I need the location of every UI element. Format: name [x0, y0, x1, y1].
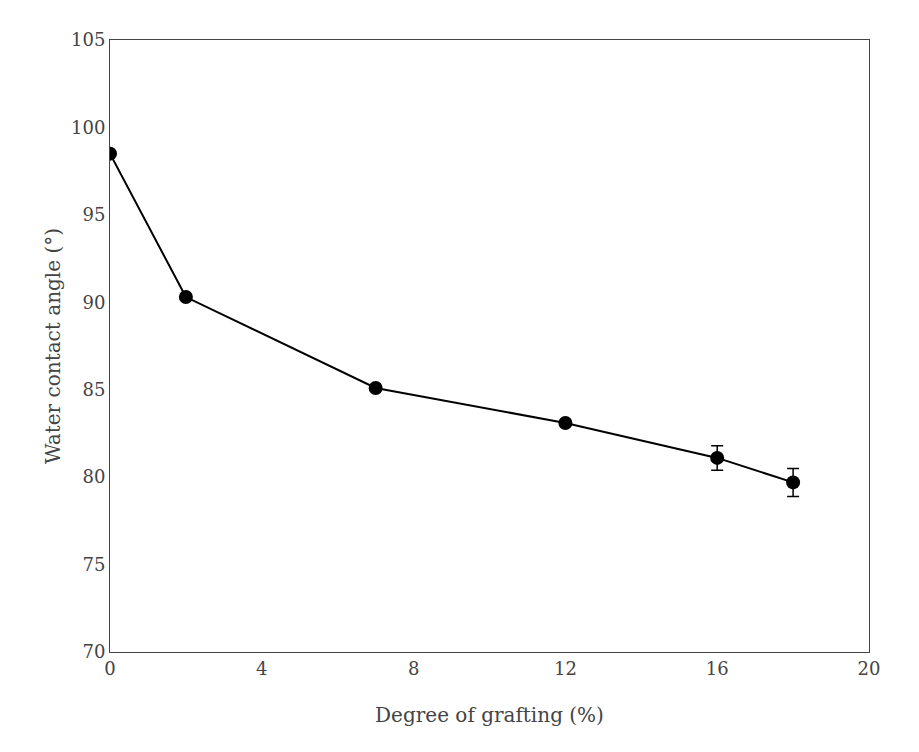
svg-text:70: 70	[82, 641, 105, 662]
svg-text:4: 4	[256, 658, 267, 679]
svg-text:8: 8	[408, 658, 419, 679]
svg-text:80: 80	[82, 466, 105, 487]
svg-text:75: 75	[82, 554, 105, 575]
svg-text:20: 20	[858, 658, 881, 679]
svg-text:95: 95	[82, 204, 105, 225]
svg-text:16: 16	[706, 658, 729, 679]
svg-text:Degree of grafting (%): Degree of grafting (%)	[375, 703, 604, 727]
svg-text:100: 100	[71, 117, 105, 138]
svg-text:12: 12	[554, 658, 577, 679]
svg-text:105: 105	[71, 29, 105, 50]
svg-text:85: 85	[82, 379, 105, 400]
svg-text:0: 0	[104, 658, 115, 679]
svg-text:90: 90	[82, 292, 105, 313]
svg-text:Water contact angle (°): Water contact angle (°)	[41, 228, 65, 464]
